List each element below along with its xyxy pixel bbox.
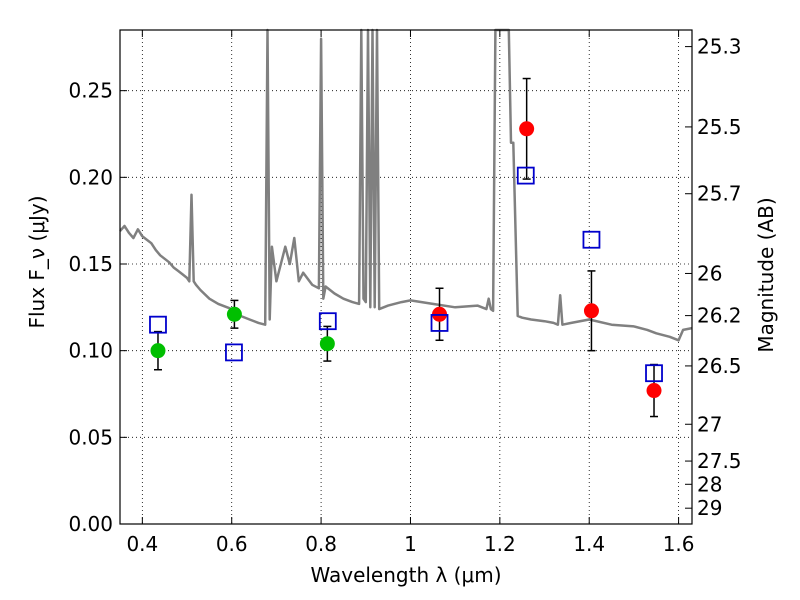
y2-tick-label: 26 [697,261,722,285]
spectrum-line [119,28,693,342]
model-square [516,166,535,185]
model-square [582,230,601,249]
plot-frame [119,29,693,525]
y2-tick-label: 27.5 [697,449,742,473]
y2-tick-label: 25.7 [697,182,742,206]
y2-axis-label: Magnitude (AB) [754,197,778,352]
model-square [225,343,243,362]
y2-tick-label: 26.2 [697,304,742,328]
model-square [645,364,663,383]
y2-tick-label: 25.3 [697,35,742,59]
y-tick-label: 0.05 [68,425,113,449]
x-tick-label: 1.4 [573,532,605,556]
x-axis-label: Wavelength λ (μm) [310,563,501,587]
y2-tick-label: 25.5 [697,115,742,139]
y-tick-label: 0.25 [68,79,113,103]
y-tick-label: 0.10 [68,339,113,363]
y2-tick-label: 28 [697,472,722,496]
y2-tick-label: 29 [697,496,722,520]
x-tick-label: 1 [404,532,417,556]
model-squares [149,166,663,383]
x-tick-label: 0.8 [305,532,337,556]
x-tick-labels: 0.4 0.6 0.8 1 1.2 1.4 1.6 [126,532,694,556]
error-bars [153,77,659,418]
data-point [646,383,662,399]
data-points [150,121,662,399]
data-point [150,343,166,359]
grid-lines [120,30,692,524]
x-tick-label: 1.6 [663,532,695,556]
y-tick-label: 0.00 [68,512,113,536]
model-square [318,312,337,331]
model-square [149,315,167,334]
data-point [583,303,599,319]
data-point [226,306,242,322]
y-tick-label: 0.20 [68,165,113,189]
y-tick-labels: 0.00 0.05 0.10 0.15 0.20 0.25 [68,79,113,536]
y2-tick-label: 26.5 [697,354,742,378]
data-point [319,336,335,352]
model-square [430,314,449,332]
y2-tick-label: 27 [697,412,722,436]
y-axis-label: Flux F_ν (μJy) [25,195,49,328]
axis-ticks [120,30,692,525]
data-point [519,121,535,137]
model-spectrum [119,28,693,342]
x-tick-label: 1.2 [484,532,516,556]
x-tick-label: 0.4 [126,532,158,556]
x-tick-label: 0.6 [216,532,248,556]
y-tick-label: 0.15 [68,252,113,276]
